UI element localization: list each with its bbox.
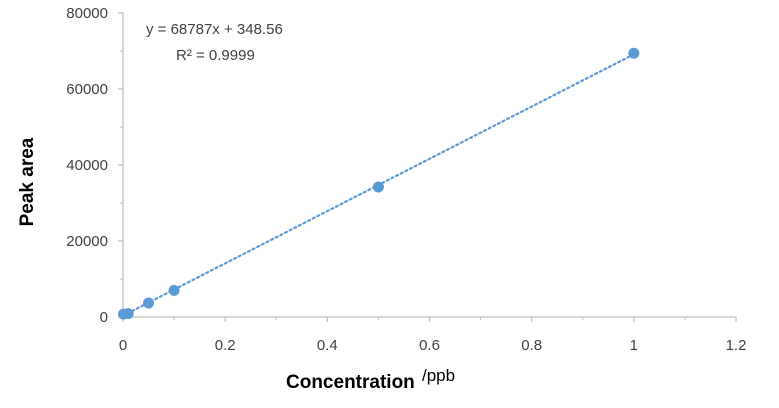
y-tick-label: 40000	[66, 157, 108, 174]
y-tick-label: 0	[100, 309, 108, 326]
x-tick-label: 0.4	[317, 337, 338, 354]
data-point	[372, 181, 384, 193]
x-tick-label: 0.8	[521, 337, 542, 354]
r-squared-label: R² = 0.9999	[176, 47, 255, 64]
data-point	[628, 47, 640, 59]
x-tick-label: 1.2	[726, 337, 747, 354]
data-points	[118, 47, 640, 320]
x-tick-label: 0.6	[419, 337, 440, 354]
trendline-equation: y = 68787x + 348.56	[146, 21, 283, 38]
x-axis-ticks: 0 0.2 0.4 0.6 0.8 1 1.2	[119, 317, 747, 354]
data-point	[168, 284, 180, 296]
data-point	[143, 297, 155, 309]
x-axis-title: Concentration	[286, 372, 415, 393]
y-axis-ticks: 0 20000 40000 60000 80000	[66, 5, 123, 326]
x-axis-unit: /ppb	[422, 366, 455, 385]
y-tick-label: 20000	[66, 233, 108, 250]
y-tick-label: 60000	[66, 81, 108, 98]
x-tick-label: 0.2	[215, 337, 236, 354]
x-tick-label: 1	[630, 337, 638, 354]
x-tick-label: 0	[119, 337, 127, 354]
y-tick-label: 80000	[66, 5, 108, 22]
y-axis-title: Peak area	[17, 137, 38, 226]
data-point	[122, 308, 134, 320]
